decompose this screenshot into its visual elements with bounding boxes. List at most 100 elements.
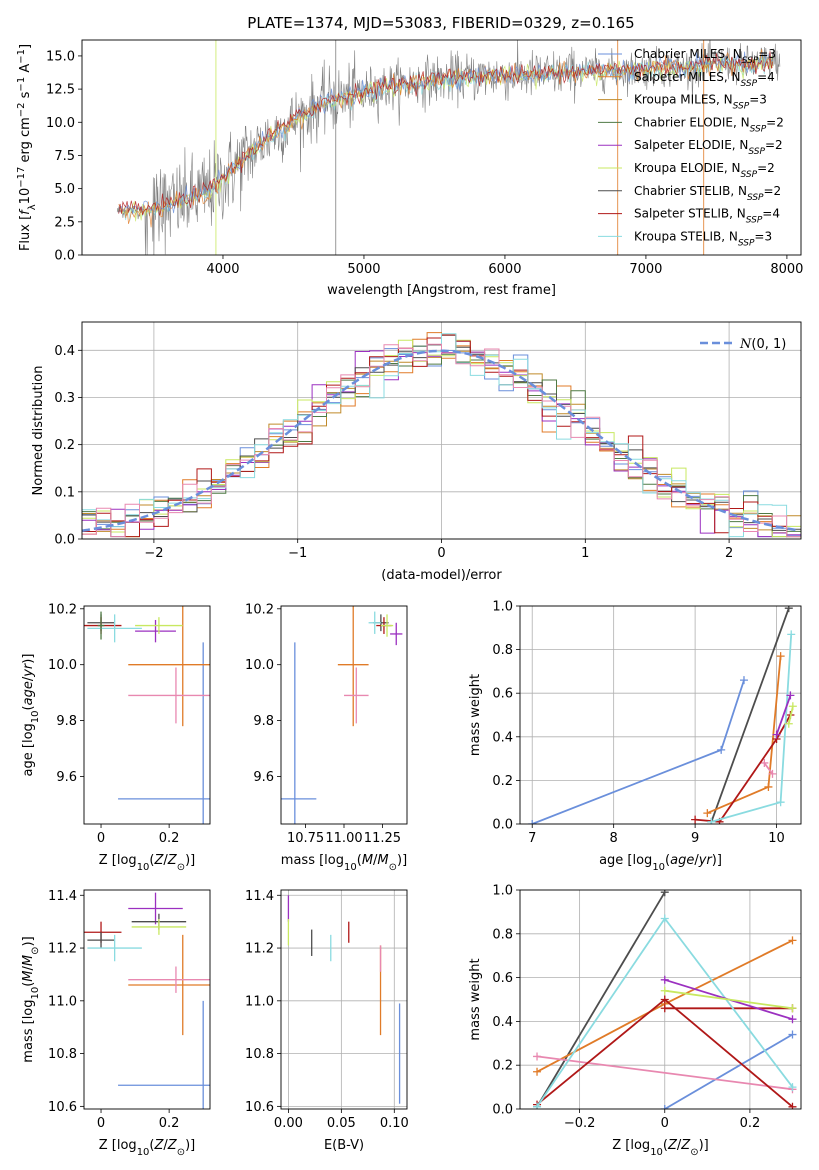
plus-marker bbox=[533, 1052, 542, 1061]
x-axis-label: Z [log10(Z/Z⊙)] bbox=[99, 1138, 196, 1158]
plot-area bbox=[84, 892, 210, 1109]
axes-frame bbox=[280, 605, 408, 825]
errorbar-point bbox=[128, 966, 210, 993]
mass-weight-series bbox=[707, 606, 793, 824]
plus-marker bbox=[691, 815, 700, 824]
plus-marker bbox=[660, 1004, 669, 1013]
residuals-panel: −2 −1 0 1 2 0.0 0.1 0.2 0.3 0.4 N(0, 1) (data-model… bbox=[31, 321, 802, 583]
plot-area bbox=[287, 895, 401, 1104]
y-tick-label: 10.0 bbox=[46, 116, 75, 131]
errorbar-point bbox=[390, 622, 403, 646]
figure-title: PLATE=1374, MJD=53083, FIBERID=0329, z=0… bbox=[247, 14, 634, 32]
y-tick-label: 12.5 bbox=[46, 83, 75, 98]
y-tick-label: 11.2 bbox=[48, 942, 77, 957]
y-tick-label: 10.6 bbox=[245, 1100, 274, 1115]
x-tick-label: 11.00 bbox=[325, 831, 362, 846]
ticks: −0.2 0 0.2 0.0 0.2 0.4 0.6 0.8 1.0 bbox=[492, 884, 760, 1132]
y-tick-label: 1.0 bbox=[492, 884, 513, 899]
x-tick-label: 4000 bbox=[206, 262, 239, 277]
errorbar-point bbox=[131, 919, 187, 935]
x-tick-label: 1 bbox=[581, 546, 589, 561]
plus-marker bbox=[703, 809, 712, 818]
y-tick-label: 0.8 bbox=[492, 927, 513, 942]
plus-marker bbox=[660, 995, 669, 1004]
plot-area bbox=[82, 332, 801, 538]
y-tick-label: 0.2 bbox=[492, 774, 513, 789]
x-axis-label: Z [log10(Z/Z⊙)] bbox=[612, 1138, 709, 1158]
y-axis-label: mass [log10(M/M⊙)] bbox=[21, 936, 41, 1062]
legend-entry: Salpeter STELIB, NSSP=4 bbox=[634, 207, 780, 226]
y-axis-label: Flux [fλ10−17 erg cm−2 s−1 A−1] bbox=[16, 44, 38, 251]
model-spectrum-line bbox=[118, 53, 774, 222]
y-tick-label: 15.0 bbox=[46, 49, 75, 64]
x-tick-label: −2 bbox=[144, 546, 163, 561]
mass-weight-series bbox=[660, 1030, 797, 1109]
plot-area bbox=[281, 606, 403, 824]
mass-vs-metallicity-panel: 0 0.2 10.6 10.8 11.0 11.2 11.4 Z [log10(Z/Z⊙)] m… bbox=[21, 889, 211, 1158]
mass-weight-series bbox=[533, 914, 797, 1109]
y-tick-label: 7.5 bbox=[54, 149, 75, 164]
x-axis-label: (data-model)/error bbox=[381, 568, 502, 583]
plus-marker bbox=[786, 691, 795, 700]
legend-entry: Chabrier ELODIE, NSSP=2 bbox=[634, 115, 784, 134]
plot-area bbox=[533, 890, 797, 1109]
series-line bbox=[531, 679, 745, 824]
errorbar-point bbox=[87, 932, 115, 949]
series-line bbox=[775, 695, 792, 735]
y-axis-label: mass weight bbox=[468, 674, 483, 756]
plus-marker bbox=[707, 817, 716, 824]
errorbar-point bbox=[281, 642, 317, 824]
y-tick-label: 11.4 bbox=[48, 889, 77, 904]
plus-marker bbox=[739, 676, 748, 685]
y-tick-label: 10.0 bbox=[48, 658, 77, 673]
y-tick-label: 11.4 bbox=[245, 889, 274, 904]
plus-marker bbox=[660, 975, 669, 984]
grid bbox=[520, 889, 801, 1110]
x-tick-label: 0 bbox=[97, 831, 105, 846]
mass-weight-series bbox=[784, 702, 797, 728]
y-tick-label: 9.6 bbox=[253, 770, 274, 785]
y-tick-label: 0.8 bbox=[492, 643, 513, 658]
y-tick-label: 0.1 bbox=[54, 485, 75, 500]
x-tick-label: 11.25 bbox=[364, 831, 401, 846]
mass-weight-series bbox=[707, 630, 796, 824]
errorbar-point bbox=[128, 667, 210, 724]
y-tick-label: 10.8 bbox=[245, 1047, 274, 1062]
series-line bbox=[664, 989, 793, 1010]
x-tick-label: 0.2 bbox=[740, 1116, 761, 1131]
y-tick-label: 0.4 bbox=[492, 1015, 513, 1030]
x-axis-label: age [log10(age/yr)] bbox=[599, 853, 722, 873]
x-tick-label: 9 bbox=[691, 831, 699, 846]
axes-frame bbox=[519, 605, 802, 825]
errorbar-point bbox=[128, 934, 210, 1036]
mass-weight-series bbox=[703, 652, 785, 818]
legend-entry: Salpeter MILES, NSSP=4 bbox=[634, 70, 775, 89]
plus-marker bbox=[717, 745, 726, 754]
mass-weight-series bbox=[760, 758, 777, 778]
x-tick-label: 0 bbox=[437, 546, 445, 561]
x-tick-label: 5000 bbox=[347, 262, 380, 277]
legend-entry: N(0, 1) bbox=[739, 337, 786, 352]
histogram-step-line bbox=[82, 333, 801, 538]
y-tick-label: 0.0 bbox=[492, 1103, 513, 1118]
age-vs-mass-panel: 10.75 11.00 11.25 9.6 9.8 10.0 10.2 mass [log10… bbox=[245, 602, 408, 873]
plot-area bbox=[528, 606, 797, 824]
mass-vs-ebv-panel: 0.00 0.05 0.10 10.6 10.8 11.0 11.2 11.4 E(B-V) bbox=[245, 889, 409, 1153]
plus-marker bbox=[533, 1102, 542, 1109]
ticks: 7 8 9 10 0.0 0.2 0.4 0.6 0.8 1.0 bbox=[492, 600, 785, 847]
plus-marker bbox=[784, 719, 793, 728]
ticks: 4000 5000 6000 7000 8000 0.0 2.5 5.0 7.5 10.0 12.5… bbox=[46, 49, 803, 277]
plus-marker bbox=[788, 702, 797, 711]
plus-marker bbox=[660, 890, 669, 897]
plus-marker bbox=[660, 1105, 669, 1109]
y-tick-label: 10.8 bbox=[48, 1047, 77, 1062]
legend-entry: Chabrier STELIB, NSSP=2 bbox=[634, 184, 781, 203]
y-tick-label: 0.2 bbox=[492, 1059, 513, 1074]
axes-frame bbox=[81, 321, 802, 540]
y-tick-label: 11.0 bbox=[48, 994, 77, 1009]
x-axis-label: wavelength [Angstrom, rest frame] bbox=[327, 283, 556, 298]
plus-marker bbox=[788, 1083, 797, 1092]
legend: N(0, 1) bbox=[700, 337, 786, 352]
legend: Chabrier MILES, NSSP=3 Salpeter MILES, NS… bbox=[598, 47, 784, 248]
